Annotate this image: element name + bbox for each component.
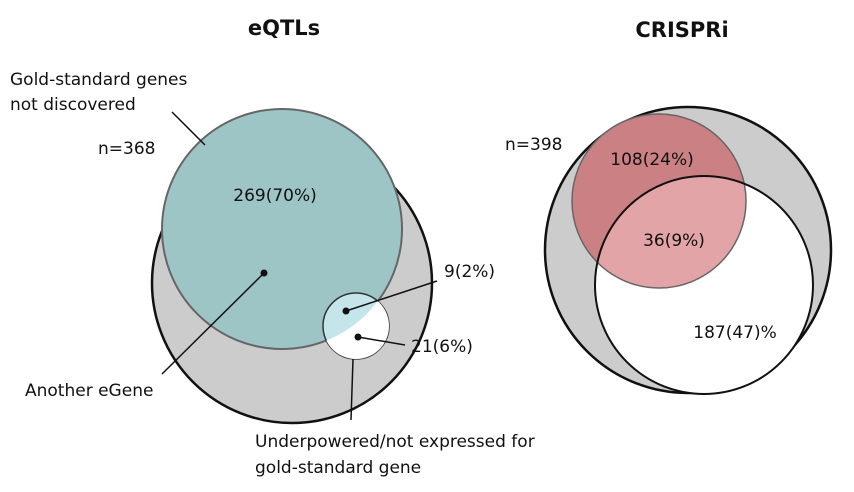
crispri-overlap-region bbox=[595, 176, 746, 288]
another-egene-value: 269(70%) bbox=[233, 186, 317, 206]
crispri-red-circle-outline bbox=[571, 113, 747, 289]
not-discovered-label-line2: not discovered bbox=[10, 95, 136, 115]
small-teal-leader-line bbox=[345, 280, 438, 312]
underpowered-label-line2: gold-standard gene bbox=[255, 458, 421, 478]
crispri-n-label: n=398 bbox=[505, 135, 562, 155]
crispri-title: CRISPRi bbox=[635, 18, 728, 42]
small-teal-value: 9(2%) bbox=[444, 262, 495, 282]
underpowered-label-line1: Underpowered/not expressed for bbox=[255, 432, 535, 452]
underpowered-leader-line bbox=[357, 336, 406, 346]
eqtl-another-egene-circle bbox=[161, 108, 403, 350]
crispri-overlap-value: 36(9%) bbox=[643, 231, 705, 251]
not-discovered-label-line1: Gold-standard genes bbox=[10, 70, 188, 90]
eqtl-title: eQTLs bbox=[248, 16, 320, 40]
crispri-panel: CRISPRi n=398 108(24%) 36(9%) 187(47)% bbox=[505, 18, 833, 395]
another-egene-label: Another eGene bbox=[25, 381, 153, 401]
another-egene-leader-line bbox=[161, 272, 265, 375]
eqtl-panel: eQTLs Gold-standard genes not discovered… bbox=[10, 16, 535, 478]
eqtl-n-label: n=368 bbox=[98, 139, 155, 159]
crispri-white-only-value: 187(47)% bbox=[693, 323, 777, 343]
eqtl-underpowered-circle bbox=[323, 293, 389, 359]
underpowered-value: 21(6%) bbox=[411, 337, 473, 357]
crispri-white-circle-outline bbox=[594, 175, 814, 395]
crispri-red-only-value: 108(24%) bbox=[610, 150, 694, 170]
not-discovered-leader-line bbox=[171, 111, 206, 146]
underpowered-vertical-line bbox=[350, 358, 354, 421]
